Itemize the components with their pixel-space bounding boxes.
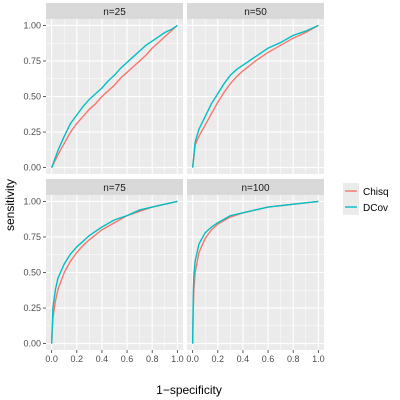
facet-strip: [46, 179, 183, 195]
legend-label-chisq: Chisq: [363, 187, 389, 198]
facet-strip: [187, 3, 324, 19]
y-tick-label: 0.25: [23, 127, 41, 137]
x-tick-label: 0.4: [237, 354, 250, 364]
panel-n-75: n=75 0.00 0.25 0.50 0.75 1.00 0.0 0.2 0.4 0.6 0.8 1…: [23, 179, 184, 364]
y-tick-label: 0.00: [23, 163, 41, 173]
facet-strip-label: n=25: [103, 7, 126, 18]
legend: Chisq DCov: [343, 183, 389, 215]
facet-strip-label: n=75: [103, 183, 126, 194]
series-line-dcov: [50, 200, 178, 344]
x-tick-label: 0.6: [262, 354, 275, 364]
x-axis-title: 1−specificity: [156, 383, 222, 397]
x-tick-label: 0.4: [96, 354, 109, 364]
panels-layer: n=25 0.00 0.25 0.50 0.75 1.00 n=50 n=75 0.00 0.25…: [23, 3, 325, 364]
panel-n-25: n=25 0.00 0.25 0.50 0.75 1.00: [23, 3, 183, 174]
x-tick-label: 0.0: [186, 354, 199, 364]
series-line-chisq: [51, 24, 178, 168]
x-tick-label: 0.2: [71, 354, 84, 364]
series-line-dcov: [191, 200, 319, 344]
y-tick-label: 0.50: [23, 268, 41, 278]
series-line-dcov: [51, 24, 178, 168]
x-tick-label: 1.0: [312, 354, 325, 364]
x-tick-label: 0.8: [287, 354, 300, 364]
panel-n-100: n=100 0.0 0.2 0.4 0.6 0.8 1.0: [186, 179, 325, 364]
x-tick-label: 0.0: [45, 354, 58, 364]
facet-strip-label: n=50: [244, 7, 267, 18]
series-line-dcov: [191, 24, 319, 168]
x-tick-label: 0.6: [121, 354, 134, 364]
series-line-chisq: [191, 24, 319, 168]
y-tick-label: 0.25: [23, 303, 41, 313]
y-axis-title: sensitivity: [3, 179, 17, 231]
panel-n-50: n=50: [187, 3, 324, 174]
x-tick-label: 0.2: [212, 354, 225, 364]
facet-strip-label: n=100: [241, 183, 270, 194]
legend-label-dcov: DCov: [363, 203, 388, 214]
x-tick-label: 0.8: [146, 354, 159, 364]
y-tick-label: 0.00: [23, 339, 41, 349]
x-tick-label: 1.0: [171, 354, 184, 364]
y-tick-label: 1.00: [23, 20, 41, 30]
y-tick-label: 1.00: [23, 196, 41, 206]
facet-strip: [46, 3, 183, 19]
facet-strip: [187, 179, 324, 195]
y-tick-label: 0.75: [23, 232, 41, 242]
y-tick-label: 0.50: [23, 92, 41, 102]
y-tick-label: 0.75: [23, 56, 41, 66]
